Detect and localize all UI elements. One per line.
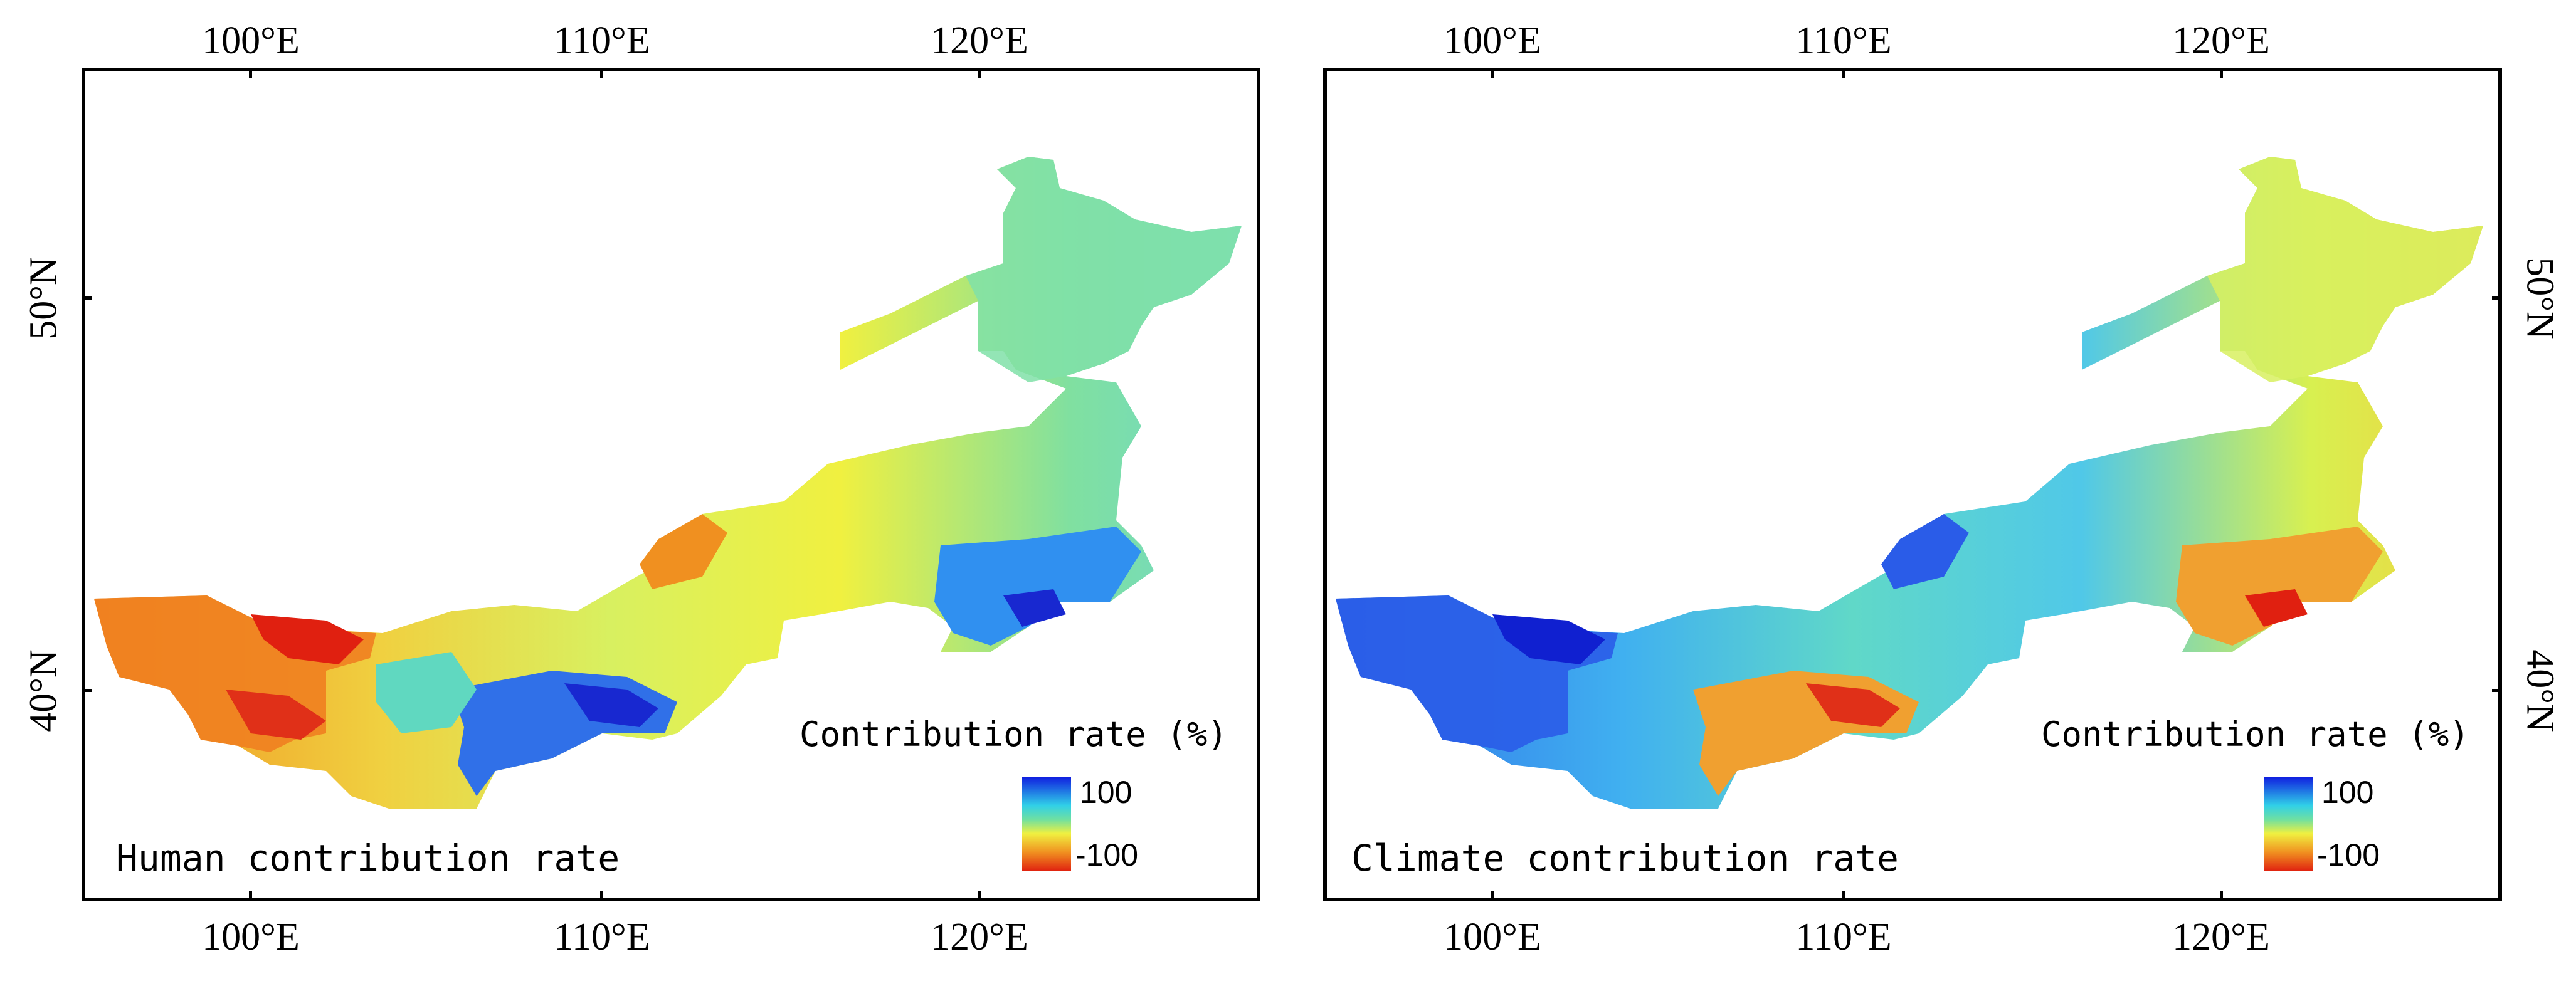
lon-label-top: 100°E bbox=[202, 19, 300, 62]
patch-east-orange bbox=[2176, 527, 2383, 646]
legend-title: Contribution rate (%) bbox=[2041, 715, 2469, 754]
region-shape bbox=[1336, 157, 2483, 809]
patch-west-red bbox=[251, 614, 364, 664]
lon-label-bottom: 120°E bbox=[931, 916, 1028, 958]
lon-label-bottom: 100°E bbox=[1444, 916, 1541, 958]
legend-min-label: -100 bbox=[2317, 837, 2380, 873]
lat-label-right: 50°N bbox=[2518, 257, 2562, 340]
legend-max-label: 100 bbox=[1080, 775, 1132, 810]
lat-label-right: 40°N bbox=[2518, 649, 2562, 732]
patch-south-orange bbox=[1693, 671, 1919, 796]
patch-ne-green bbox=[966, 157, 1242, 382]
lon-label-top: 120°E bbox=[2172, 19, 2270, 62]
lat-label-left: 50°N bbox=[22, 257, 65, 340]
patch-center-orange bbox=[640, 514, 727, 589]
panel-title: Climate contribution rate bbox=[1351, 837, 1899, 879]
lon-label-top: 110°E bbox=[1795, 19, 1892, 62]
patch-west-darkblue bbox=[1492, 614, 1605, 664]
region-shape bbox=[94, 157, 1242, 809]
patch-sw-red bbox=[226, 690, 326, 740]
patch-ne-yellow bbox=[2207, 157, 2483, 382]
patch-south-red bbox=[1806, 683, 1900, 727]
patch-east-darkblue bbox=[1003, 589, 1066, 627]
panel-title: Human contribution rate bbox=[116, 837, 620, 879]
patch-south-blue bbox=[451, 671, 677, 796]
lon-label-top: 100°E bbox=[1444, 19, 1541, 62]
legend-min-label: -100 bbox=[1075, 837, 1139, 873]
lat-label-left: 40°N bbox=[22, 649, 65, 732]
lon-label-top: 110°E bbox=[554, 19, 650, 62]
map-region-human bbox=[94, 157, 1242, 809]
patch-cyan-1 bbox=[376, 652, 477, 733]
lon-label-bottom: 110°E bbox=[1795, 916, 1892, 958]
patch-east-blue bbox=[934, 527, 1141, 646]
legend-colorbar bbox=[2264, 777, 2313, 871]
patch-center-blue bbox=[1881, 514, 1969, 589]
patch-east-red bbox=[2245, 589, 2308, 627]
map-region-climate bbox=[1336, 157, 2483, 809]
lon-label-bottom: 110°E bbox=[554, 916, 650, 958]
patch-south-darkblue bbox=[564, 683, 658, 727]
lon-label-top: 120°E bbox=[931, 19, 1028, 62]
legend-colorbar bbox=[1022, 777, 1071, 871]
legend-max-label: 100 bbox=[2321, 775, 2374, 810]
lon-label-bottom: 120°E bbox=[2172, 916, 2270, 958]
lon-label-bottom: 100°E bbox=[202, 916, 300, 958]
legend-title: Contribution rate (%) bbox=[800, 715, 1228, 754]
panel-climate: 100°E 110°E 120°E 100°E 110°E 120°E 50°N… bbox=[1323, 0, 2576, 986]
panel-human: 100°E 110°E 120°E 100°E 110°E 120°E 50°N… bbox=[0, 0, 1260, 986]
